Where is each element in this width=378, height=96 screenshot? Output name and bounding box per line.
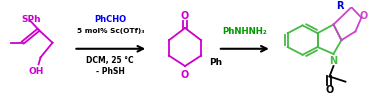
Text: OH: OH bbox=[29, 67, 44, 76]
Text: O: O bbox=[181, 70, 189, 80]
Text: O: O bbox=[359, 11, 367, 21]
Text: R: R bbox=[336, 0, 343, 10]
Text: PhCHO: PhCHO bbox=[94, 15, 126, 24]
Text: O: O bbox=[325, 85, 334, 95]
Text: N: N bbox=[329, 56, 338, 66]
Text: PhNHNH₂: PhNHNH₂ bbox=[222, 27, 267, 36]
Text: Ph: Ph bbox=[209, 58, 222, 67]
Text: 5 mol% Sc(OTf)₃: 5 mol% Sc(OTf)₃ bbox=[76, 28, 144, 34]
Text: O: O bbox=[181, 11, 189, 21]
Text: SPh: SPh bbox=[22, 15, 42, 24]
Text: DCM, 25 °C: DCM, 25 °C bbox=[87, 55, 134, 65]
Text: - PhSH: - PhSH bbox=[96, 67, 125, 76]
